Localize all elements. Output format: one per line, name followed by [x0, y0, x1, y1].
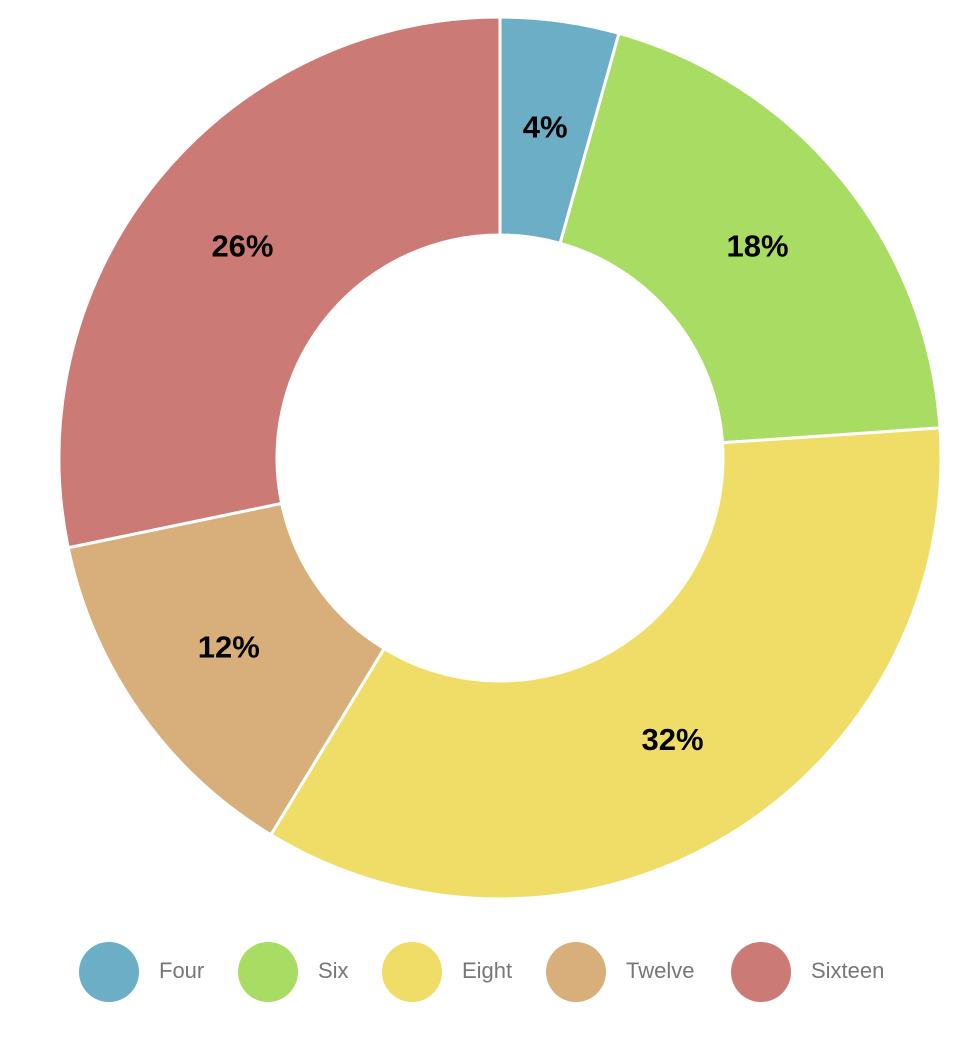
legend-label[interactable]: Eight [462, 958, 512, 983]
legend-label[interactable]: Six [318, 958, 349, 983]
value-label: 18% [727, 229, 789, 264]
legend-label[interactable]: Sixteen [811, 958, 884, 983]
slice[interactable] [558, 31, 942, 445]
legend-swatch[interactable] [731, 942, 791, 1002]
value-label: 12% [198, 630, 260, 665]
slice[interactable] [66, 501, 387, 837]
value-label: 32% [641, 722, 703, 757]
value-label: 26% [211, 229, 273, 264]
legend-label[interactable]: Four [159, 958, 204, 983]
slice[interactable] [57, 15, 502, 550]
legend-swatch[interactable] [79, 942, 139, 1002]
legend-label[interactable]: Twelve [626, 958, 694, 983]
legend-swatch[interactable] [238, 942, 298, 1002]
value-label: 4% [523, 109, 568, 144]
slice[interactable] [268, 426, 943, 901]
legend-swatch[interactable] [546, 942, 606, 1002]
legend-swatch[interactable] [382, 942, 442, 1002]
